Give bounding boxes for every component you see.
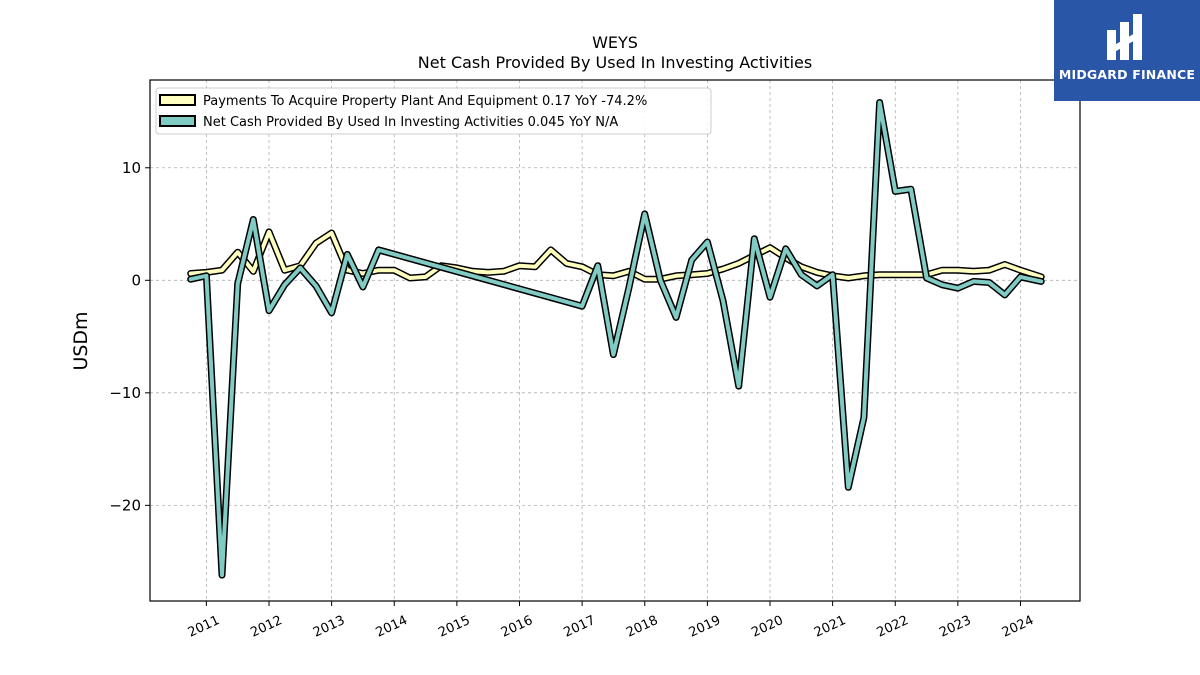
x-tick-label: 2024: [1000, 613, 1036, 641]
y-axis-label: USDm: [70, 311, 92, 370]
x-tick-label: 2011: [186, 613, 222, 641]
brand-logo: MIDGARD FINANCE: [1054, 0, 1200, 101]
plot-area-frame: [149, 79, 1081, 602]
brand-name: MIDGARD FINANCE: [1058, 67, 1196, 82]
legend-label: Net Cash Provided By Used In Investing A…: [203, 115, 618, 130]
x-tick-label: 2019: [687, 613, 723, 641]
series-layer: [187, 99, 1045, 579]
legend-label: Payments To Acquire Property Plant And E…: [203, 94, 647, 109]
x-tick-label: 2020: [749, 613, 785, 641]
x-axis: 2011 2012 2013 2014 2015 2016 2017 2018 2019 2020…: [186, 601, 1036, 641]
x-tick-label: 2016: [499, 613, 535, 641]
series-0-line: [188, 229, 1044, 282]
legend: Payments To Acquire Property Plant And E…: [155, 87, 712, 135]
x-tick-label: 2014: [374, 613, 410, 641]
y-axis: 10 0 −10 −20: [109, 159, 150, 514]
y-tick-label: 10: [122, 159, 141, 177]
x-tick-label: 2023: [937, 613, 973, 641]
x-tick-label: 2022: [875, 613, 911, 641]
y-tick-label: −10: [109, 384, 141, 402]
chart-subtitle: Net Cash Provided By Used In Investing A…: [418, 53, 812, 72]
x-tick-label: 2021: [812, 613, 848, 641]
x-tick-label: 2018: [624, 613, 660, 641]
legend-swatch: [159, 115, 196, 127]
grid: [150, 80, 1080, 601]
series-0-outline: [187, 228, 1045, 283]
x-tick-label: 2017: [561, 613, 597, 641]
y-tick-label: −20: [109, 496, 141, 514]
logo-mark-icon: [1107, 14, 1142, 60]
y-tick-label: 0: [131, 271, 141, 289]
chart-title: WEYS: [592, 33, 638, 52]
x-tick-label: 2012: [248, 613, 284, 641]
legend-swatch: [159, 94, 196, 106]
x-tick-label: 2013: [311, 613, 347, 641]
legend-box: [155, 87, 712, 135]
series-1-line: [188, 100, 1044, 578]
x-tick-label: 2015: [436, 613, 472, 641]
